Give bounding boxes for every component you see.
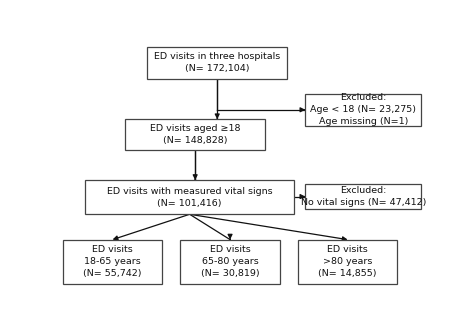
FancyBboxPatch shape [125, 119, 265, 150]
Text: ED visits in three hospitals
(N= 172,104): ED visits in three hospitals (N= 172,104… [154, 52, 280, 73]
FancyBboxPatch shape [63, 240, 162, 284]
Text: ED visits
>80 years
(N= 14,855): ED visits >80 years (N= 14,855) [319, 245, 377, 278]
FancyBboxPatch shape [305, 94, 421, 126]
FancyBboxPatch shape [85, 180, 294, 214]
FancyBboxPatch shape [147, 47, 287, 79]
Text: Excluded:
Age < 18 (N= 23,275)
Age missing (N=1): Excluded: Age < 18 (N= 23,275) Age missi… [310, 93, 416, 126]
Text: ED visits
65-80 years
(N= 30,819): ED visits 65-80 years (N= 30,819) [201, 245, 259, 278]
Text: Excluded:
No vital signs (N= 47,412): Excluded: No vital signs (N= 47,412) [301, 186, 426, 207]
FancyBboxPatch shape [181, 240, 280, 284]
FancyBboxPatch shape [305, 184, 421, 209]
FancyBboxPatch shape [298, 240, 397, 284]
Text: ED visits
18-65 years
(N= 55,742): ED visits 18-65 years (N= 55,742) [83, 245, 142, 278]
Text: ED visits with measured vital signs
(N= 101,416): ED visits with measured vital signs (N= … [107, 187, 273, 208]
Text: ED visits aged ≥18
(N= 148,828): ED visits aged ≥18 (N= 148,828) [150, 124, 240, 145]
